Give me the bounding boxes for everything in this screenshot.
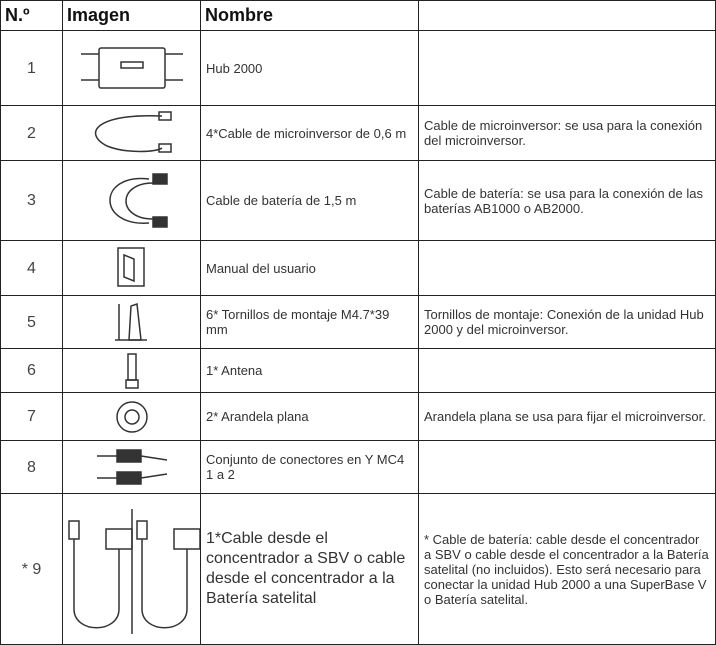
header-cell: N.º xyxy=(0,0,63,31)
header-cell xyxy=(418,0,716,31)
image xyxy=(62,493,201,645)
description: Cable de microinversor: se usa para la c… xyxy=(418,105,716,161)
icon xyxy=(114,302,147,341)
row: 2 4*Cable de microinversor de 0,6 m Cabl… xyxy=(0,105,716,161)
icon xyxy=(116,247,145,287)
number: * 9 xyxy=(0,493,63,645)
icon-shape xyxy=(104,528,133,550)
image xyxy=(62,105,201,161)
name: Cable de batería de 1,5 m xyxy=(200,160,419,241)
description: Cable de batería: se usa para la conexió… xyxy=(418,160,716,241)
name: 4*Cable de microinversor de 0,6 m xyxy=(200,105,419,161)
name: 2* Arandela plana xyxy=(200,392,419,441)
name: Hub 2000 xyxy=(200,30,419,106)
icon xyxy=(108,172,168,228)
image xyxy=(62,392,201,441)
icon-shape xyxy=(151,215,168,228)
icon xyxy=(67,509,200,634)
description: Tornillos de montaje: Conexión de la uni… xyxy=(418,295,716,349)
icon-shape xyxy=(123,408,140,425)
icon-shape xyxy=(140,539,188,629)
icon xyxy=(124,352,139,389)
number: 6 xyxy=(0,348,63,393)
row: 8 Conjunto de conectores en Y MC4 1 a 2 xyxy=(0,440,716,494)
row: 5 6* Tornillos de montaje M4.7*39 mm Tor… xyxy=(0,295,716,349)
description xyxy=(418,30,716,106)
icon-shape xyxy=(97,47,166,89)
icon-shape xyxy=(151,172,168,185)
name: Conjunto de conectores en Y MC4 1 a 2 xyxy=(200,440,419,494)
icon-shape xyxy=(124,378,139,389)
number: 3 xyxy=(0,160,63,241)
icon xyxy=(80,47,183,89)
icon-shape xyxy=(135,520,148,540)
icon-shape xyxy=(108,177,149,224)
row: 1 Hub 2000 xyxy=(0,30,716,106)
icon-shape xyxy=(67,520,80,540)
icon-shape xyxy=(116,247,145,287)
icon-shape xyxy=(115,400,148,433)
row: 4 Manual del usuario xyxy=(0,240,716,296)
image xyxy=(62,295,201,349)
icon-shape xyxy=(124,181,153,220)
icon xyxy=(94,111,172,153)
icon-shape xyxy=(126,352,137,381)
name: Manual del usuario xyxy=(200,240,419,296)
image xyxy=(62,160,201,241)
header-row: N.º Imagen Nombre xyxy=(0,0,716,31)
number: 8 xyxy=(0,440,63,494)
number: 1 xyxy=(0,30,63,106)
icon xyxy=(115,400,148,433)
row: * 9 1*Cable desde el concentrador a SBV … xyxy=(0,493,716,645)
number: 4 xyxy=(0,240,63,296)
name: 1* Antena xyxy=(200,348,419,393)
description xyxy=(418,348,716,393)
image xyxy=(62,30,201,106)
header-cell: Imagen xyxy=(62,0,201,31)
icon-shape xyxy=(140,455,167,461)
header-cell: Nombre xyxy=(200,0,419,31)
icon-shape xyxy=(157,143,172,153)
icon-shape xyxy=(127,302,142,341)
icon-shape xyxy=(94,114,162,153)
icon-shape xyxy=(157,111,172,121)
icon xyxy=(96,449,167,485)
name: 1*Cable desde el concentrador a SBV o ca… xyxy=(200,493,419,645)
description xyxy=(418,240,716,296)
description: Arandela plana se usa para fijar el micr… xyxy=(418,392,716,441)
image xyxy=(62,348,201,393)
image xyxy=(62,240,201,296)
icon-shape xyxy=(140,473,167,479)
description xyxy=(418,440,716,494)
number: 5 xyxy=(0,295,63,349)
icon-shape xyxy=(172,528,200,550)
row: 3 Cable de batería de 1,5 m Cable de bat… xyxy=(0,160,716,241)
number: 2 xyxy=(0,105,63,161)
name: 6* Tornillos de montaje M4.7*39 mm xyxy=(200,295,419,349)
icon-shape xyxy=(122,253,135,283)
icon-shape xyxy=(119,61,144,69)
icon-shape xyxy=(72,539,120,629)
image xyxy=(62,440,201,494)
number: 7 xyxy=(0,392,63,441)
row: 7 2* Arandela plana Arandela plana se us… xyxy=(0,392,716,441)
description: * Cable de batería: cable desde el conce… xyxy=(418,493,716,645)
icon-shape xyxy=(115,471,142,485)
icon-shape xyxy=(115,449,142,463)
row: 6 1* Antena xyxy=(0,348,716,393)
